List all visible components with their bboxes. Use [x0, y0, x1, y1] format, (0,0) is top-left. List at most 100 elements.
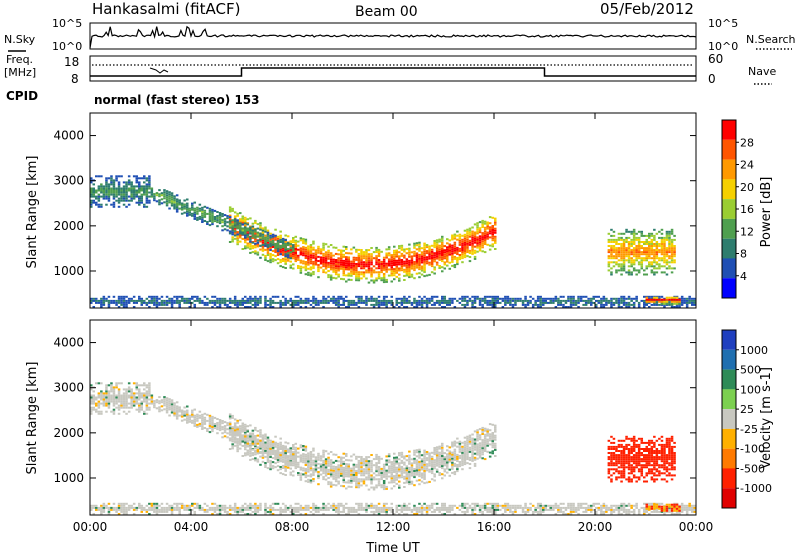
velocity-cell-1064: [405, 465, 409, 468]
power-cell-1886: [620, 245, 623, 247]
power-cell-1014: [395, 263, 399, 266]
power-cell-395: [261, 253, 265, 256]
power-cell-778: [345, 280, 348, 283]
power-cell-323: [244, 225, 247, 227]
power-cell-1367: [471, 250, 474, 253]
power-cell-679: [322, 256, 325, 259]
velocity-cell-1620: [211, 426, 214, 428]
power-cell-2538: [329, 299, 333, 302]
velocity-cell-1539: [175, 407, 179, 410]
power-cell-1833: [610, 238, 613, 241]
velocity-cell-95: [112, 392, 116, 395]
power-cell-43: [100, 187, 103, 190]
power-cell-1456: [488, 226, 492, 229]
velocity-cell-1340: [463, 436, 467, 439]
velocity-cell-1750: [266, 452, 270, 455]
velocity-cell-1749: [264, 437, 267, 440]
velocity-cell-76: [110, 410, 113, 413]
velocity-cell-1619: [211, 428, 214, 431]
velocity-cell-845: [357, 462, 361, 464]
velocity-cell-614: [307, 460, 310, 463]
velocity-cell-490: [281, 473, 285, 476]
velocity-cell-583: [302, 461, 305, 464]
power-cell-1097: [413, 261, 416, 263]
power-cell-1311: [458, 241, 462, 244]
power-cell-2345: [188, 299, 192, 302]
power-cell-921: [375, 261, 378, 264]
power-cell-2661: [415, 306, 419, 308]
velocity-cell-467: [276, 461, 280, 463]
power-cell-575: [299, 251, 303, 254]
velocity-cell-1494: [158, 396, 161, 399]
power-cell-114: [117, 189, 121, 192]
power-cell-2835: [534, 299, 537, 302]
velocity-cell-138: [125, 412, 128, 415]
power-cell-1429: [483, 251, 487, 254]
power-cell-105: [115, 179, 118, 182]
power-cell-1174: [428, 249, 431, 252]
power-cell-367: [254, 238, 257, 241]
power-cell-1328: [463, 256, 467, 259]
velocity-cell-914: [372, 464, 376, 467]
power-cell-2828: [529, 299, 532, 302]
velocity-cell-996: [393, 481, 396, 484]
velocity-cell-193: [138, 394, 141, 397]
power-cell-1214: [438, 258, 441, 261]
power-cell-1288: [453, 245, 457, 248]
velocity-cell-952: [382, 484, 386, 486]
power-cell-912: [372, 269, 376, 272]
power-cell-153: [127, 187, 131, 190]
velocity-cell-244: [150, 396, 154, 399]
power-cell-2507: [304, 297, 308, 300]
power-cell-52: [102, 187, 106, 190]
power-cell-774: [342, 255, 346, 258]
velocity-cell-759: [340, 466, 343, 469]
power-cell-2932: [600, 303, 603, 306]
power-cell-1198: [433, 242, 436, 244]
power-cell-1073: [408, 263, 411, 266]
velocity-cell-1624: [211, 417, 214, 420]
power-cell-200: [140, 197, 144, 200]
power-cell-2608: [377, 303, 381, 306]
velocity-cell-1429: [483, 458, 487, 461]
velocity-cell-872: [365, 484, 368, 487]
power-cell-2067: [650, 238, 654, 241]
power-cell-2437: [254, 301, 257, 304]
velocity-cell-1791: [284, 454, 287, 457]
power-cell-2545: [334, 301, 338, 304]
power-cell-1881: [620, 255, 623, 258]
power-cell-2143: [665, 267, 669, 270]
power-cell-2218: [102, 301, 106, 304]
velocity-cell-213: [143, 392, 146, 395]
power-cell-2615: [382, 303, 386, 306]
velocity-cell-693: [324, 462, 328, 465]
velocity-cell-326: [244, 425, 247, 428]
power-cell-887: [367, 267, 371, 270]
velocity-cell-744: [337, 480, 340, 483]
power-cell-2138: [663, 243, 666, 245]
power-cell-2434: [251, 297, 255, 300]
power-cell-426: [266, 241, 270, 244]
power-cell-2394: [226, 306, 229, 308]
velocity-cell-374: [254, 426, 257, 429]
velocity-cell-844: [357, 464, 361, 466]
velocity-cell-934: [377, 470, 381, 473]
power-cell-2038: [645, 234, 649, 237]
power-cell-2019: [643, 251, 646, 254]
power-cell-1050: [403, 262, 406, 265]
power-cell-2304: [160, 301, 164, 304]
power-cell-1449: [486, 221, 489, 224]
power-cell-2097: [655, 245, 659, 247]
velocity-cell-1609: [206, 413, 209, 416]
power-cell-123: [120, 193, 123, 196]
power-cell-2176: [670, 259, 674, 262]
power-cell-684: [322, 244, 325, 247]
velocity-cell-1020: [395, 456, 399, 459]
velocity-cell-1452: [488, 443, 492, 446]
power-cell-1868: [617, 249, 621, 252]
power-cell-93: [112, 189, 116, 192]
velocity-cell-895: [367, 456, 371, 459]
power-cell-1059: [405, 268, 409, 271]
velocity-cell-1175: [428, 454, 431, 457]
power-cell-2741: [471, 299, 474, 302]
